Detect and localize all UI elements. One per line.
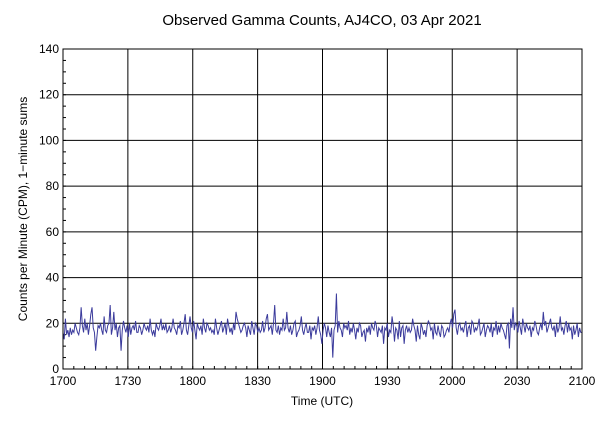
x-tick-label: 2100: [569, 374, 596, 388]
y-tick-label: 0: [52, 362, 59, 376]
x-tick-label: 2000: [439, 374, 466, 388]
y-tick-label: 20: [46, 316, 60, 330]
y-tick-labels: 0 20 40 60 80 100 120 140: [39, 42, 59, 376]
x-axis-label: Time (UTC): [291, 394, 353, 408]
x-tick-label: 1730: [115, 374, 142, 388]
y-tick-label: 40: [46, 271, 60, 285]
x-tick-label: 1700: [50, 374, 77, 388]
x-tick-label: 1800: [179, 374, 206, 388]
series-line: [62, 293, 582, 358]
grid-lines: [62, 48, 583, 370]
y-tick-label: 80: [46, 179, 60, 193]
y-tick-label: 100: [39, 133, 59, 147]
x-tick-label: 1900: [309, 374, 336, 388]
y-axis-label: Counts per Minute (CPM), 1−minute sums: [16, 97, 30, 321]
x-tick-labels: 1700 1730 1800 1830 1900 1930 2000 2030 2100: [50, 374, 596, 388]
y-tick-label: 120: [39, 88, 59, 102]
chart-title: Observed Gamma Counts, AJ4CO, 03 Apr 202…: [162, 12, 481, 29]
y-tick-label: 60: [46, 225, 60, 239]
y-tick-label: 140: [39, 42, 59, 56]
plot-frame: [62, 48, 583, 370]
x-tick-label: 1930: [374, 374, 401, 388]
x-tick-label: 2030: [504, 374, 531, 388]
x-tick-label: 1830: [244, 374, 271, 388]
